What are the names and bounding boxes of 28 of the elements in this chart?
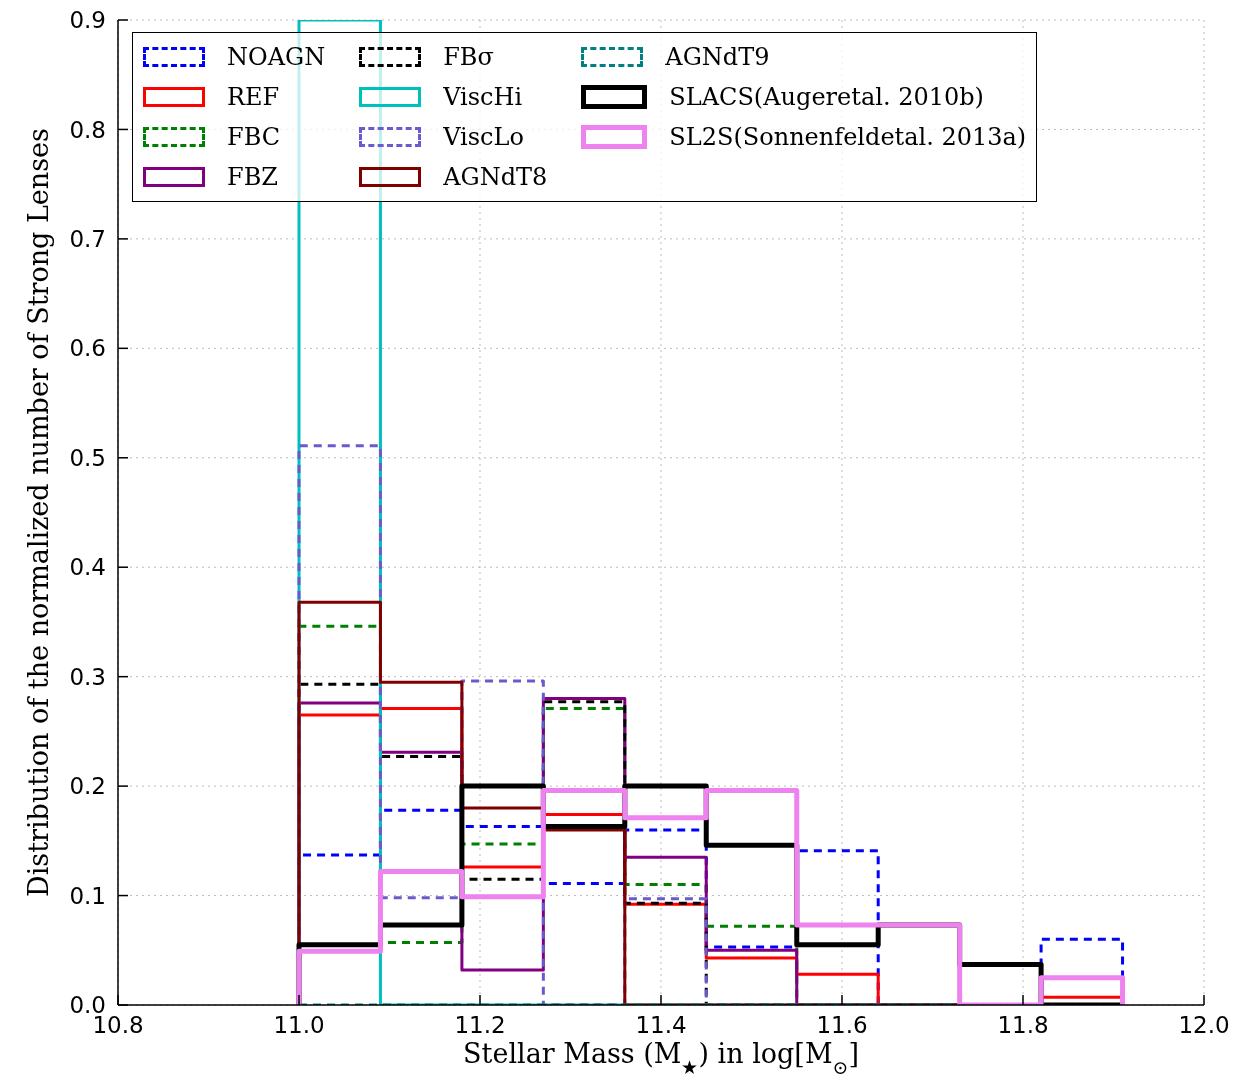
y-tick-label: 0.8 — [69, 116, 106, 143]
y-tick-label: 0.2 — [69, 773, 106, 800]
y-axis-title: Distribution of the normalized number of Strong Lenses — [23, 128, 54, 897]
legend-label: FBZ — [227, 163, 278, 191]
y-tick-label: 0.4 — [69, 554, 106, 581]
y-tick-label: 0.9 — [69, 7, 106, 34]
legend-label: FBσ — [443, 43, 494, 71]
x-tick-label: 11.4 — [635, 1012, 687, 1039]
y-tick-label: 0.1 — [69, 882, 106, 909]
y-tick-label: 0.7 — [69, 226, 106, 253]
legend-label: ViscHi — [443, 83, 523, 111]
legend-label: AGNdT9 — [665, 43, 770, 71]
legend-label: REF — [227, 83, 280, 111]
y-tick-label: 0.5 — [69, 444, 106, 471]
x-tick-label: 11.6 — [816, 1012, 868, 1039]
x-tick-label: 11.8 — [997, 1012, 1049, 1039]
legend-label: SL2S(Sonnenfeldetal. 2013a) — [669, 123, 1027, 151]
x-axis-title: Stellar Mass (M$_{★}$) in log[M$_{⊙}$] — [463, 1038, 859, 1078]
legend-label: AGNdT8 — [443, 163, 548, 191]
y-tick-label: 0.6 — [69, 335, 106, 362]
x-tick-label: 11.0 — [273, 1012, 325, 1039]
y-tick-label: 0.3 — [69, 663, 106, 690]
legend-label: NOAGN — [227, 43, 326, 71]
legend-label: SLACS(Augeretal. 2010b) — [669, 83, 984, 111]
x-tick-label: 12.0 — [1178, 1012, 1230, 1039]
legend-label: ViscLo — [443, 123, 524, 151]
x-tick-label: 11.2 — [454, 1012, 506, 1039]
legend-label: FBC — [227, 123, 281, 151]
